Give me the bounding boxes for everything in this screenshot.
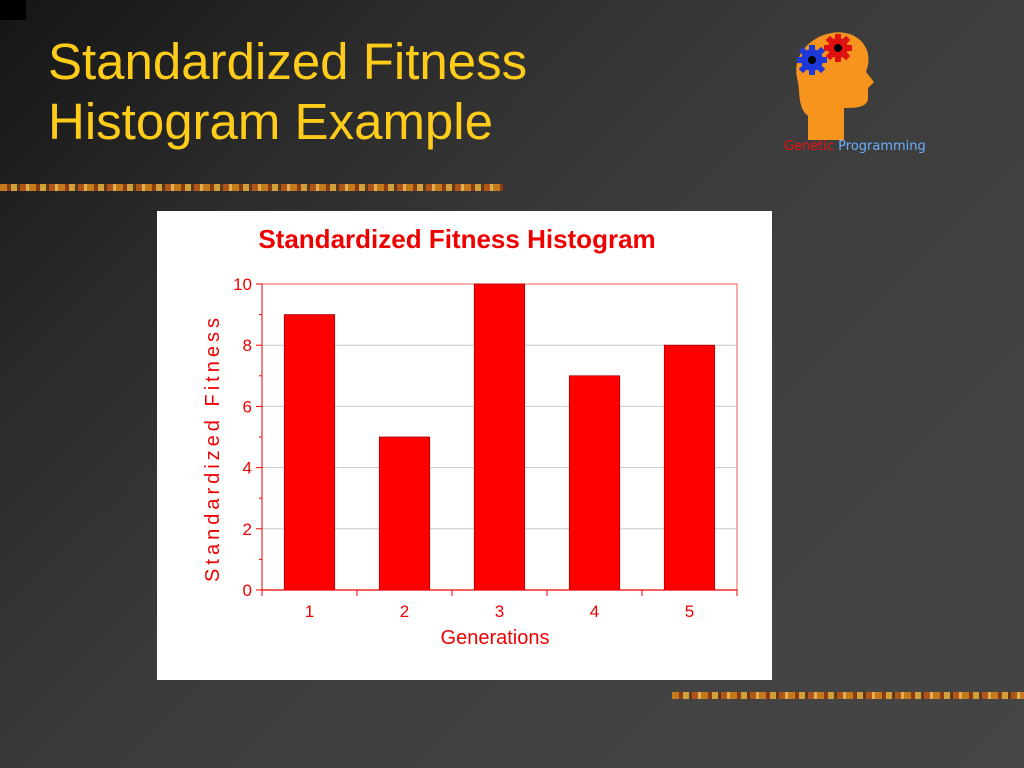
x-tick-label: 4 xyxy=(590,602,599,621)
x-tick-label: 5 xyxy=(685,602,694,621)
y-tick-label: 2 xyxy=(243,520,252,539)
y-axis-label: Standardized Fitness xyxy=(202,314,224,582)
corner-mark xyxy=(0,0,26,20)
x-tick-label: 3 xyxy=(495,602,504,621)
bar-generation-3 xyxy=(473,283,526,591)
chart-panel: Standardized Fitness Histogram Standardi… xyxy=(157,211,772,680)
bar-generation-2 xyxy=(378,436,431,591)
y-tick-label: 10 xyxy=(233,275,252,294)
logo-caption: Genetic Programming xyxy=(784,139,984,154)
y-tick-label: 4 xyxy=(243,459,252,478)
bar-generation-4 xyxy=(568,375,621,591)
x-tick-label: 1 xyxy=(305,602,314,621)
decorative-stripe-bottom xyxy=(672,692,1024,699)
red-gear-icon xyxy=(824,34,852,62)
genetic-programming-logo xyxy=(780,22,970,162)
x-axis-label: Generations xyxy=(441,627,550,649)
bar-generation-1 xyxy=(283,314,336,591)
y-tick-label: 6 xyxy=(243,397,252,416)
logo-caption-genetic: Genetic xyxy=(784,139,835,154)
y-tick-label: 8 xyxy=(243,336,252,355)
head-with-gears-icon xyxy=(796,32,874,140)
chart-title: Standardized Fitness Histogram xyxy=(258,224,655,254)
bar-generation-5 xyxy=(663,344,716,591)
bar-chart: Standardized Fitness Histogram Standardi… xyxy=(202,224,738,649)
logo-caption-programming: Programming xyxy=(838,139,926,154)
y-tick-label: 0 xyxy=(243,581,252,600)
slide-title-line-1: Standardized Fitness xyxy=(48,33,528,90)
blue-gear-icon xyxy=(797,45,827,75)
x-tick-label: 2 xyxy=(400,602,409,621)
decorative-stripe-top xyxy=(0,184,503,191)
slide-title: Standardized Fitness Histogram Example xyxy=(48,32,688,152)
slide-title-line-2: Histogram Example xyxy=(48,93,493,150)
